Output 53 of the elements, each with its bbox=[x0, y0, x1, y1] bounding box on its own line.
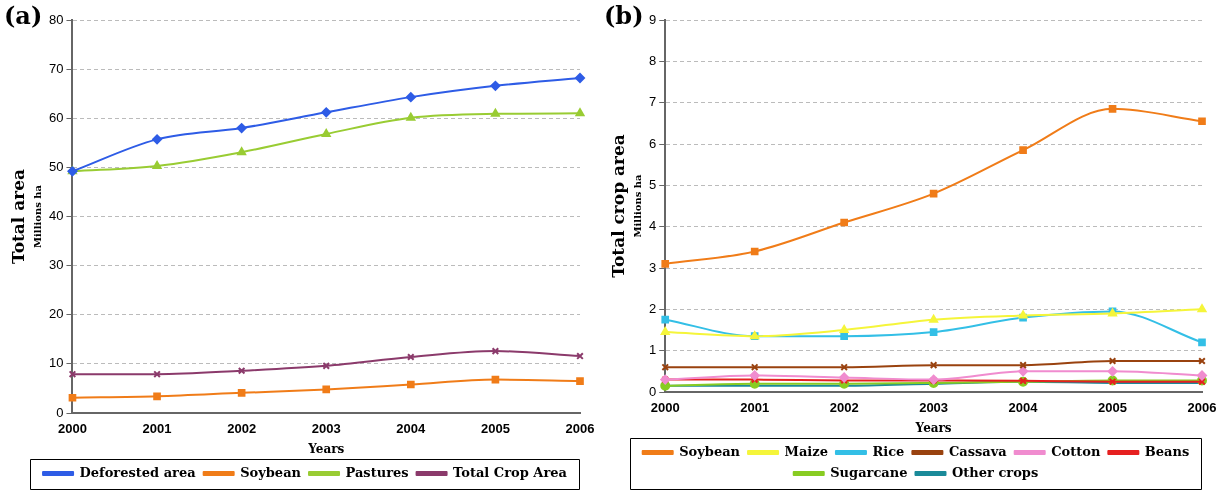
x-tick-label: 2003 bbox=[919, 400, 949, 416]
y-tick-label: 50 bbox=[48, 158, 64, 174]
x-tick-label: 2004 bbox=[396, 421, 427, 437]
y-tick-label: 0 bbox=[56, 404, 64, 420]
y-tick-label: 80 bbox=[48, 11, 64, 27]
legend-label: Cotton bbox=[1051, 443, 1101, 459]
y-tick-label: 7 bbox=[649, 94, 657, 110]
x-tick-label: 2000 bbox=[650, 400, 680, 416]
text: (b) bbox=[604, 1, 644, 31]
legend-label: Soybean bbox=[240, 464, 302, 480]
legend-label: Pastures bbox=[345, 464, 409, 480]
legend-label: Sugarcane bbox=[830, 464, 908, 480]
text: (a) bbox=[4, 1, 43, 31]
x-tick-label: 2004 bbox=[1008, 400, 1039, 416]
y-axis-title: Millions ha bbox=[31, 184, 43, 249]
y-tick-label: 10 bbox=[48, 355, 64, 371]
legend-label: Deforested area bbox=[79, 464, 197, 480]
legend-label: Total Crop Area bbox=[453, 464, 568, 480]
text: Total crop area bbox=[608, 134, 629, 278]
y-tick-label: 30 bbox=[48, 257, 64, 273]
y-tick-label: 4 bbox=[649, 218, 657, 234]
y-tick-label: 6 bbox=[649, 135, 657, 151]
y-tick-label: 40 bbox=[48, 208, 64, 224]
legend-label: Rice bbox=[872, 443, 905, 459]
y-tick-label: 20 bbox=[48, 306, 64, 322]
x-tick-label: 2001 bbox=[740, 400, 770, 416]
x-tick-label: 2002 bbox=[829, 400, 859, 416]
y-axis-title: Millions ha bbox=[631, 173, 643, 238]
x-axis-title: Years bbox=[914, 420, 952, 435]
x-tick-label: 2000 bbox=[58, 421, 87, 437]
x-tick-label: 2003 bbox=[311, 421, 341, 437]
legend-label: Cassava bbox=[948, 443, 1008, 459]
legend-label: Other crops bbox=[952, 464, 1039, 480]
x-tick-label: 2002 bbox=[227, 421, 257, 437]
y-tick-label: 3 bbox=[649, 259, 657, 275]
x-tick-label: 2001 bbox=[142, 421, 172, 437]
y-tick-label: 9 bbox=[649, 11, 657, 27]
x-tick-label: 2005 bbox=[480, 421, 510, 437]
y-tick-label: 1 bbox=[649, 342, 657, 358]
legend-label: Maize bbox=[784, 443, 828, 459]
y-tick-label: 70 bbox=[48, 60, 64, 76]
y-tick-label: 0 bbox=[649, 383, 657, 399]
x-tick-label: 2005 bbox=[1098, 400, 1127, 416]
y-tick-label: 5 bbox=[649, 176, 657, 192]
legend-label: Beans bbox=[1144, 443, 1190, 459]
legend-label: Soybean bbox=[679, 443, 741, 459]
x-tick-label: 2006 bbox=[565, 421, 595, 437]
text: Total area bbox=[8, 168, 29, 265]
x-axis-title: Years bbox=[307, 441, 345, 456]
y-tick-label: 8 bbox=[649, 52, 657, 68]
x-tick-label: 2006 bbox=[1187, 400, 1217, 416]
y-tick-label: 2 bbox=[649, 300, 657, 316]
y-tick-label: 60 bbox=[48, 109, 64, 125]
